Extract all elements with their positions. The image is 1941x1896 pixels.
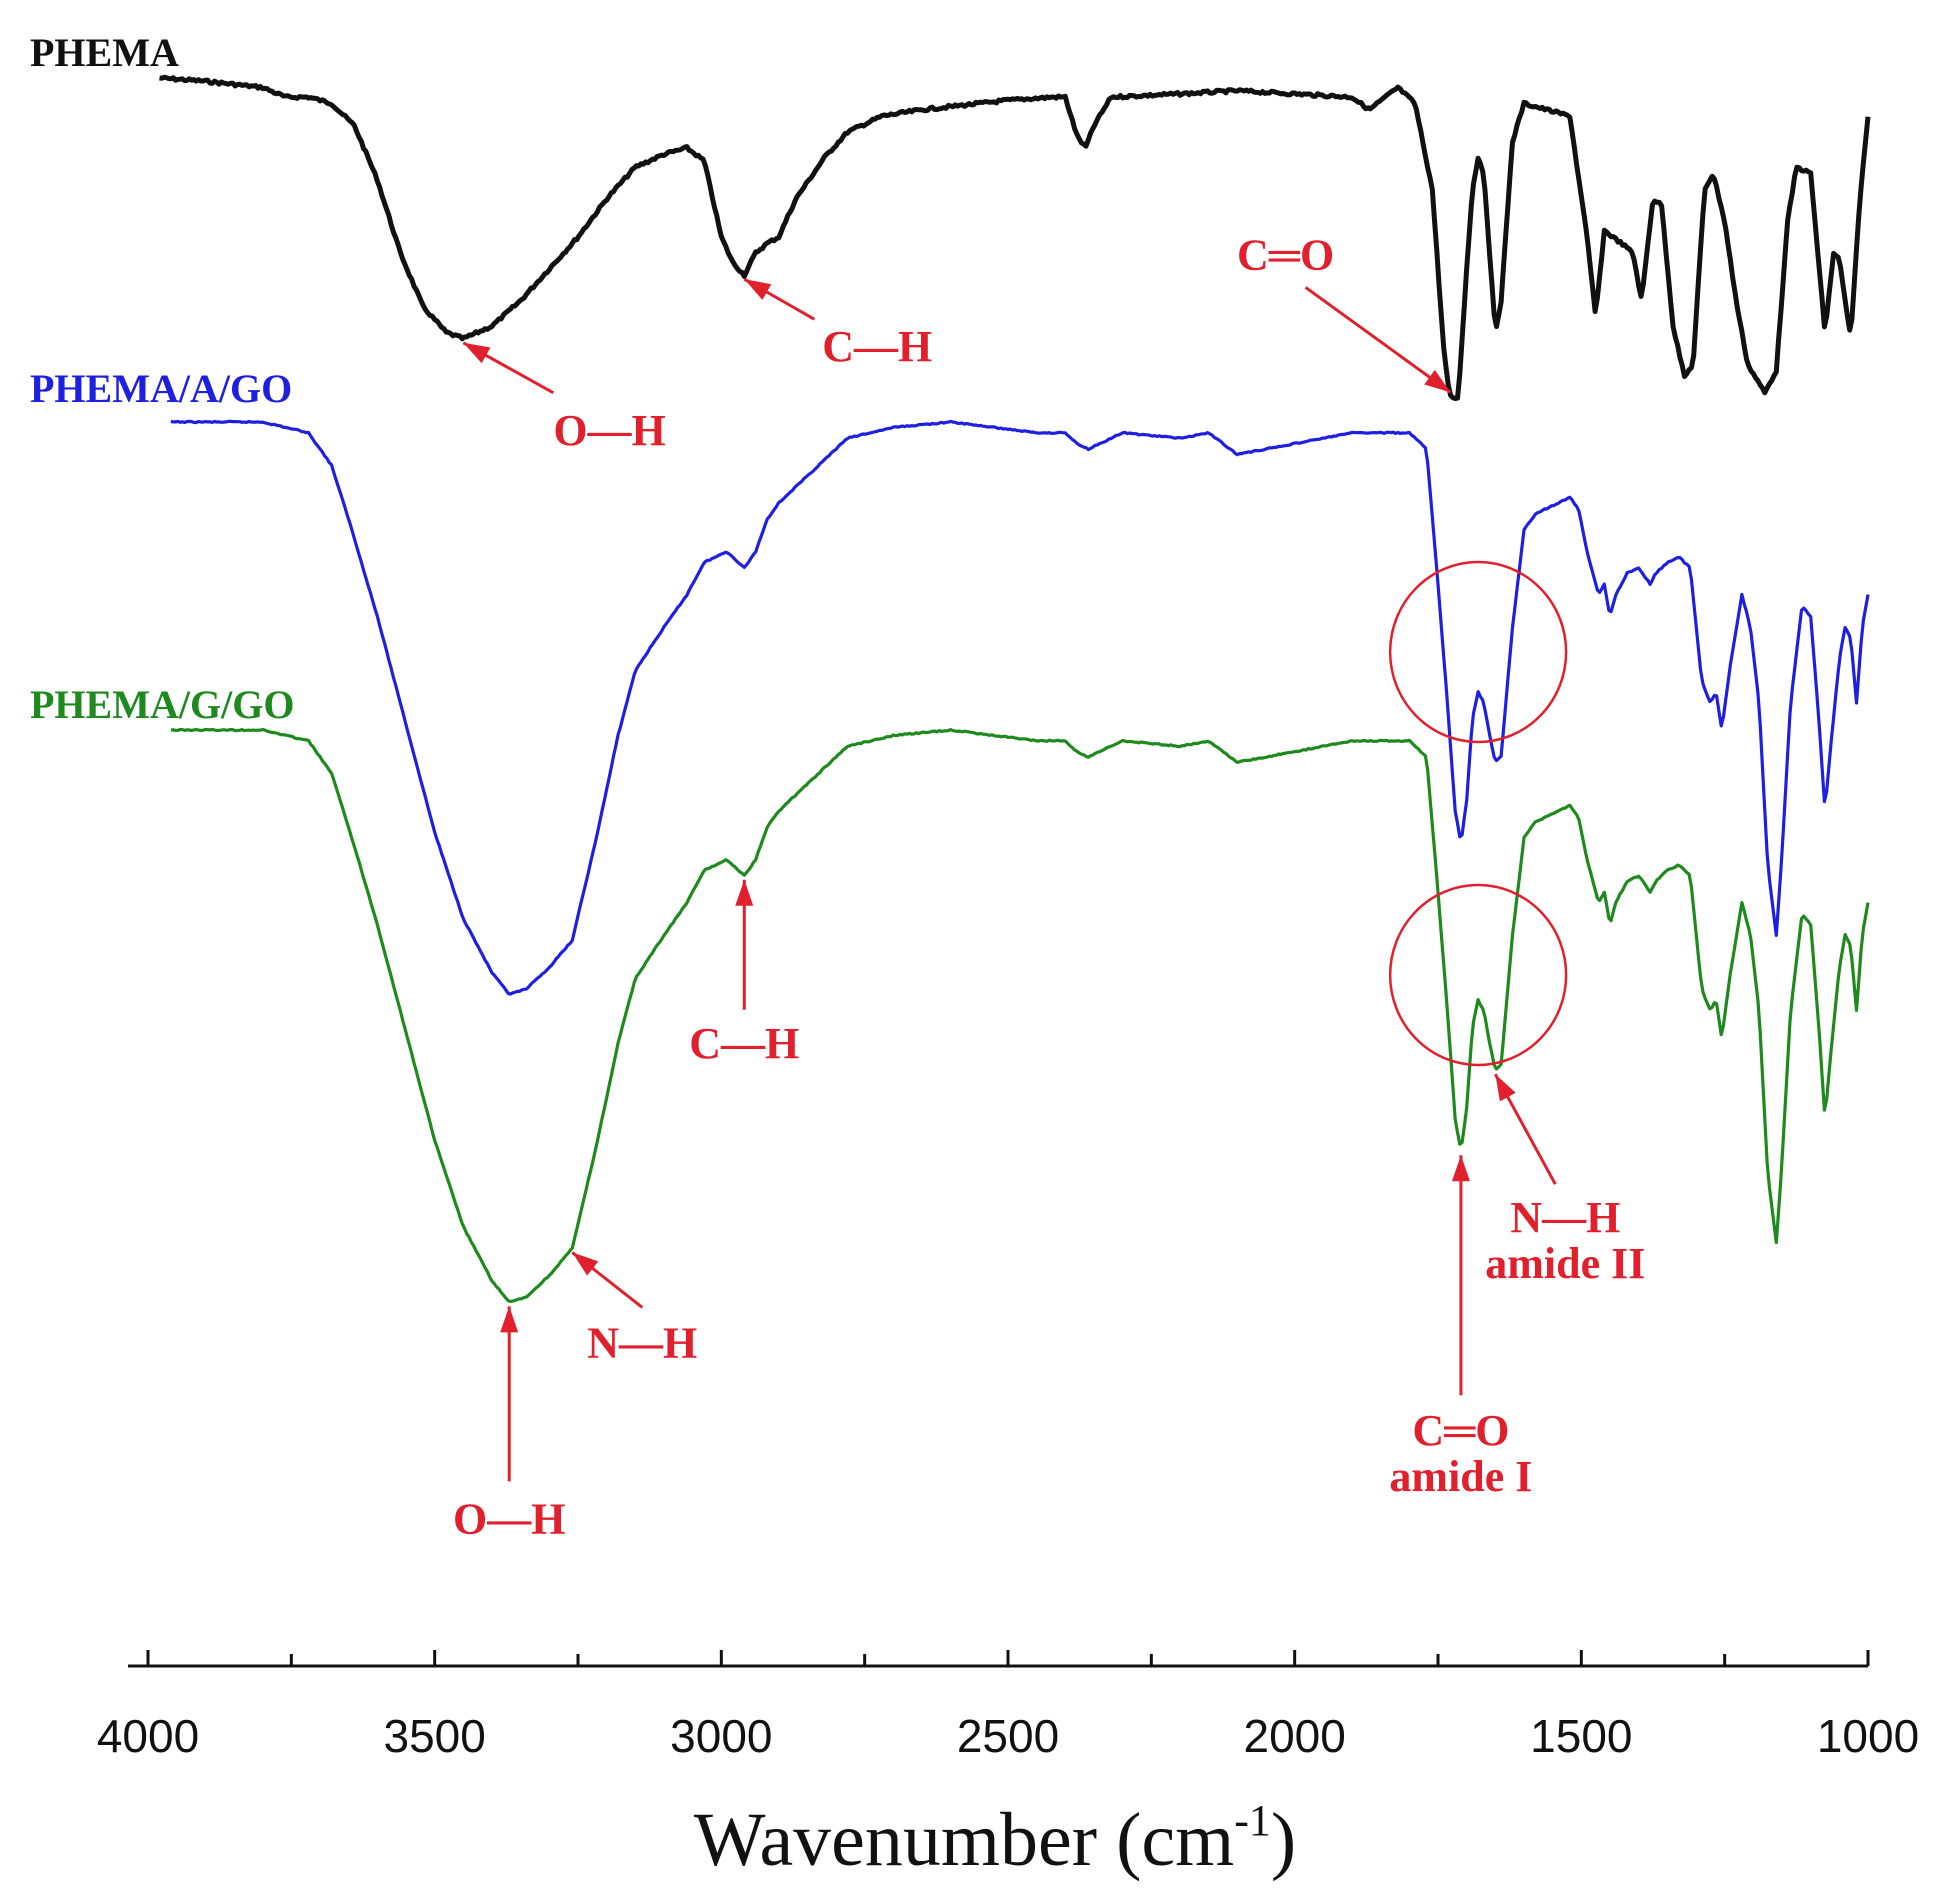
annotation-label: C═O (1237, 230, 1334, 279)
annotation-arrow-line (1304, 286, 1452, 394)
annotation-arrow-head (572, 1252, 599, 1276)
annotation-o-h-3: O—H (453, 1306, 565, 1543)
annotation-arrow-head (1451, 1155, 1470, 1182)
annotation-label: O—H (453, 1494, 565, 1543)
x-axis-title: Wavenumber (cm-1) (694, 1796, 1296, 1882)
annotation-arrow-head (463, 342, 491, 364)
annotation-o-h-0: O—H (462, 341, 666, 455)
annotation-arrow-head (1424, 369, 1451, 393)
series-line-phema-g-go (170, 727, 1870, 1304)
annotation-n-h-4: N—H (571, 1251, 697, 1367)
annotation-c-o-2: C═O (1237, 230, 1452, 394)
annotation-label: C═O (1412, 1406, 1509, 1455)
annotation-c-h-1: C—H (743, 277, 932, 371)
annotation-sublabel: amide I (1389, 1452, 1532, 1501)
annotation-label: O—H (553, 406, 665, 455)
x-tick-label: 2500 (957, 1710, 1059, 1762)
x-tick-label: 2000 (1243, 1710, 1345, 1762)
annotation-arrow-head (1495, 1074, 1516, 1102)
series-line-phema-a-go (170, 419, 1870, 996)
spectra-group (159, 74, 1871, 1304)
x-tick-label: 1000 (1817, 1710, 1919, 1762)
series-label-phema-a-go: PHEMA/A/GO (30, 366, 292, 411)
highlight-circle-phema-g-go (1388, 883, 1568, 1067)
series-labels: PHEMA PHEMA/A/GO PHEMA/G/GO (30, 30, 294, 727)
annotation-sublabel: amide II (1485, 1239, 1645, 1288)
x-tick-label: 3000 (670, 1710, 772, 1762)
annotation-arrow-head (500, 1306, 519, 1333)
annotation-arrow-head (735, 879, 754, 906)
series-label-phema: PHEMA (30, 30, 179, 75)
annotation-c-h-5: C—H (689, 879, 799, 1068)
annotation-label: N—H (1510, 1193, 1620, 1242)
series-label-phema-g-go: PHEMA/G/GO (30, 682, 294, 727)
annotation-label: C—H (689, 1019, 799, 1068)
annotation-arrow-head (744, 279, 772, 300)
annotation-label: C—H (822, 322, 932, 371)
highlight-circle-phema-a-go (1388, 560, 1568, 744)
series-line-phema (159, 74, 1871, 402)
x-tick-label: 4000 (97, 1710, 199, 1762)
x-axis: 4000 3500 3000 2500 2000 1500 1000 (97, 1650, 1919, 1762)
annotation-label: N—H (587, 1318, 697, 1367)
x-tick-label: 1500 (1530, 1710, 1632, 1762)
x-tick-label: 3500 (383, 1710, 485, 1762)
